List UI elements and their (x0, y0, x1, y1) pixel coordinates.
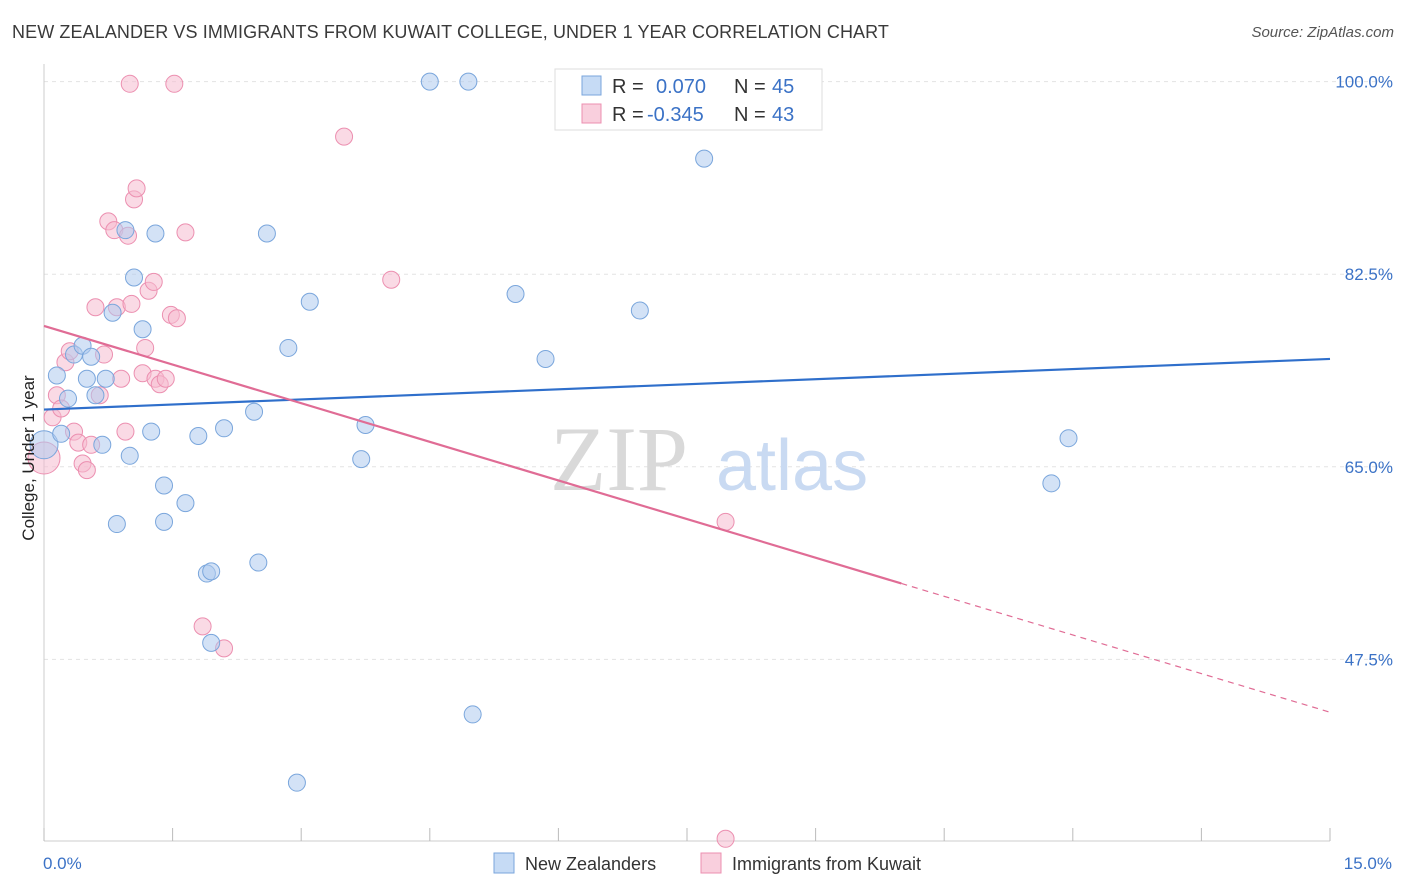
legend-r-value-2: -0.345 (647, 104, 704, 126)
bottom-legend-label-pink: Immigrants from Kuwait (732, 854, 921, 874)
legend-box: R = 0.070 N = 45 R = -0.345 N = 43 (554, 68, 823, 131)
data-point (86, 386, 105, 405)
data-point (167, 309, 186, 328)
data-point (536, 349, 555, 368)
bottom-legend-swatch-pink (700, 852, 722, 874)
data-point (86, 298, 105, 317)
y-tick-label: 65.0% (1345, 458, 1393, 477)
data-point (116, 221, 135, 240)
data-point (120, 446, 139, 465)
trend-line-immigrants-from-kuwait (43, 324, 902, 585)
data-point (506, 285, 525, 304)
data-point (1059, 429, 1078, 448)
data-point (279, 338, 298, 357)
bottom-legend-swatch-blue (493, 852, 515, 874)
data-point (287, 773, 306, 792)
data-point (127, 179, 146, 198)
x-tick-label-min: 0.0% (43, 854, 82, 873)
y-tick-label: 47.5% (1345, 650, 1393, 669)
legend-n-value-2: 43 (772, 104, 794, 126)
data-point (202, 562, 221, 581)
legend-r-label-2: R = (612, 104, 644, 126)
data-point (245, 402, 264, 421)
source-credit: Source: ZipAtlas.com (1251, 24, 1394, 41)
data-point (107, 515, 126, 534)
data-point (335, 127, 354, 146)
data-point (459, 72, 478, 91)
y-tick-label: 100.0% (1335, 73, 1393, 92)
data-point (144, 272, 163, 291)
chart-title: NEW ZEALANDER VS IMMIGRANTS FROM KUWAIT … (12, 22, 890, 42)
data-point (93, 435, 112, 454)
data-point (82, 347, 101, 366)
data-point (112, 369, 131, 388)
data-point (116, 422, 135, 441)
data-point (193, 617, 212, 636)
data-point (257, 224, 276, 243)
x-tick-label-max: 15.0% (1344, 854, 1392, 873)
data-point (155, 476, 174, 495)
data-point (122, 294, 141, 313)
data-point (352, 450, 371, 469)
watermark-zip: ZIP (550, 408, 688, 510)
trend-lines (43, 324, 1331, 713)
data-point (29, 430, 59, 460)
data-point (1042, 474, 1061, 493)
data-point (96, 369, 115, 388)
y-axis-label: College, Under 1 year (19, 375, 38, 541)
trend-line-new-zealanders (43, 357, 1331, 411)
gridlines (44, 81, 1392, 660)
data-point (189, 426, 208, 445)
data-point (103, 303, 122, 322)
data-point (59, 389, 78, 408)
data-point (47, 366, 66, 385)
legend-swatch-pink (581, 103, 602, 124)
legend-swatch-blue (581, 75, 602, 96)
data-point (142, 422, 161, 441)
trend-line-immigrants-from-kuwait-extension (901, 582, 1331, 713)
bottom-legend: New Zealanders Immigrants from Kuwait (493, 852, 921, 874)
legend-n-value-1: 45 (772, 76, 794, 98)
data-point (146, 224, 165, 243)
data-point (165, 74, 184, 93)
data-point (695, 149, 714, 168)
data-point (716, 829, 735, 848)
data-point (77, 461, 96, 480)
data-point (215, 419, 234, 438)
data-point (77, 369, 96, 388)
watermark-atlas: atlas (716, 426, 868, 506)
legend-n-label-2: N = (734, 104, 766, 126)
bottom-legend-label-blue: New Zealanders (525, 854, 656, 874)
legend-n-label-1: N = (734, 76, 766, 98)
data-point (382, 270, 401, 289)
data-point (156, 369, 175, 388)
data-point (176, 223, 195, 242)
data-point (52, 424, 71, 443)
data-point (300, 292, 319, 311)
data-point (420, 72, 439, 91)
data-point (249, 553, 268, 572)
data-point (176, 494, 195, 513)
legend-r-value-1: 0.070 (656, 76, 706, 98)
legend-r-label-1: R = (612, 76, 644, 98)
y-tick-labels: 47.5% 65.0% 82.5% 100.0% (1335, 73, 1393, 670)
data-point (120, 74, 139, 93)
data-point (125, 268, 144, 287)
data-point (630, 301, 649, 320)
data-point (463, 705, 482, 724)
data-point (155, 512, 174, 531)
data-point (133, 320, 152, 339)
y-tick-label: 82.5% (1345, 265, 1393, 284)
data-point (202, 633, 221, 652)
